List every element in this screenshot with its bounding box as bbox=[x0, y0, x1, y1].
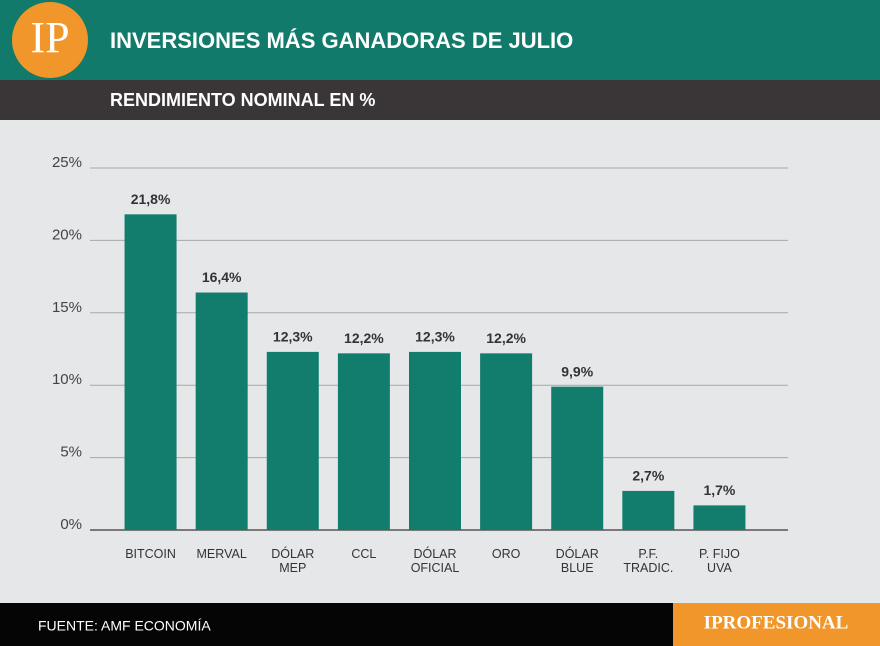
x-tick-label: DÓLAR MEP bbox=[271, 547, 315, 575]
x-tick-label: BITCOIN bbox=[125, 547, 176, 561]
value-label: 12,2% bbox=[344, 330, 384, 346]
bar bbox=[622, 490, 675, 530]
value-label: 9,9% bbox=[561, 363, 593, 379]
x-tick-label: MERVAL bbox=[196, 547, 247, 561]
chart-title: INVERSIONES MÁS GANADORAS DE JULIO bbox=[110, 28, 573, 53]
value-label: 12,3% bbox=[273, 329, 313, 345]
subtitle-bar bbox=[0, 80, 880, 120]
x-tick-label: DÓLAR BLUE bbox=[555, 547, 599, 575]
logo-circle bbox=[12, 2, 88, 78]
bar bbox=[337, 353, 390, 530]
y-tick-label: 20% bbox=[52, 226, 82, 243]
value-label: 12,3% bbox=[415, 329, 455, 345]
bar bbox=[195, 292, 248, 530]
y-tick-label: 15% bbox=[52, 299, 82, 316]
y-tick-label: 0% bbox=[60, 516, 82, 533]
bar bbox=[266, 351, 319, 530]
bar bbox=[409, 351, 461, 530]
x-tick-label: DÓLAR OFICIAL bbox=[410, 547, 460, 575]
x-tick-label: P.F. TRADIC. bbox=[623, 547, 674, 575]
y-tick-label: 5% bbox=[60, 444, 82, 461]
value-label: 1,7% bbox=[703, 482, 735, 498]
x-tick-label: P. FIJO UVA bbox=[699, 547, 740, 575]
bar bbox=[124, 214, 177, 530]
brand-box bbox=[673, 603, 880, 646]
value-label: 16,4% bbox=[202, 269, 242, 285]
bar bbox=[480, 353, 533, 530]
logo: IP bbox=[30, 13, 69, 62]
chart-subtitle: RENDIMIENTO NOMINAL EN % bbox=[110, 90, 375, 110]
bar bbox=[551, 386, 604, 530]
source: FUENTE: AMF ECONOMÍA bbox=[38, 618, 211, 634]
y-tick-label: 10% bbox=[52, 371, 82, 388]
y-tick-label: 25% bbox=[52, 154, 82, 171]
x-tick-label: ORO bbox=[491, 547, 521, 561]
value-label: 2,7% bbox=[632, 468, 664, 484]
brand: IPROFESIONAL bbox=[704, 612, 849, 633]
value-label: 21,8% bbox=[131, 191, 171, 207]
value-label: 12,2% bbox=[486, 330, 526, 346]
bar bbox=[693, 505, 746, 530]
x-tick-label: CCL bbox=[351, 547, 377, 561]
header-bar bbox=[0, 0, 880, 80]
